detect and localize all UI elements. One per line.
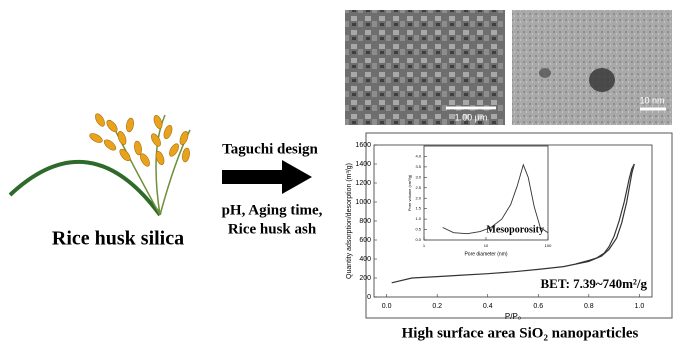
y-tick-label: 800	[359, 218, 371, 225]
factors-label: pH, Aging time,	[222, 202, 323, 218]
y-tick-label: 3.0	[415, 174, 421, 179]
y-tick-label: 400	[359, 256, 371, 263]
y-axis-label: Pore volume (cm³/g)	[407, 174, 412, 211]
y-tick-label: 1.5	[415, 206, 421, 211]
y-tick-label: 600	[359, 237, 371, 244]
x-tick-label: 0.4	[483, 303, 493, 310]
x-tick-label: 0.6	[533, 303, 543, 310]
particle	[589, 68, 615, 92]
arrow	[222, 160, 312, 194]
y-tick-label: 0.5	[415, 227, 421, 232]
x-tick-label: 0.0	[382, 303, 392, 310]
y-tick-label: 3.5	[415, 164, 421, 169]
annotation: BET: 7.39~740m²/g	[541, 276, 648, 291]
x-axis-label: P/P₀	[505, 312, 521, 321]
factors-label: Rice husk ash	[228, 221, 317, 237]
scale-label: 1.00 μm	[455, 112, 488, 122]
x-tick-label: 1.0	[634, 303, 644, 310]
rice-illustration	[10, 112, 191, 215]
x-tick-label: 100	[545, 243, 552, 248]
y-tick-label: 2.0	[415, 195, 421, 200]
y-tick-label: 0.0	[415, 237, 421, 242]
charts: 0 200 400 600 800 1000 1200 1400 1600 0.0 0.2 0.4 0.…	[346, 142, 652, 321]
x-tick-label: 0.8	[584, 303, 594, 310]
y-tick-label: 1400	[355, 161, 371, 168]
y-axis-label: Quantity adsorption/desorption (m³/g)	[346, 163, 353, 279]
x-axis-label: Pore diameter (nm)	[464, 251, 507, 257]
x-tick-label: 10	[484, 243, 489, 248]
y-tick-label: 2.5	[415, 185, 421, 190]
caption: High surface area SiO₂ nanoparticles	[402, 325, 639, 341]
scale-label: 10 nm	[639, 95, 664, 105]
y-tick-label: 1600	[355, 142, 371, 149]
x-tick-label: 0.2	[432, 303, 442, 310]
y-tick-label: 1000	[355, 199, 371, 206]
left-caption: Rice husk silica	[52, 228, 184, 250]
page: Rice husk silica Taguchi design pH, Agin…	[0, 0, 680, 345]
particle	[539, 68, 551, 78]
y-tick-label: 4.0	[415, 154, 421, 159]
y-tick-label: 200	[359, 275, 371, 282]
graphical-abstract: Rice husk silica Taguchi design pH, Agin…	[0, 0, 680, 345]
method-label: Taguchi design	[222, 141, 318, 157]
y-tick-label: 1200	[355, 180, 371, 187]
y-tick-label: 0	[367, 294, 371, 301]
y-tick-label: 1.0	[415, 216, 421, 221]
annotation: Mesoporosity	[486, 224, 544, 235]
